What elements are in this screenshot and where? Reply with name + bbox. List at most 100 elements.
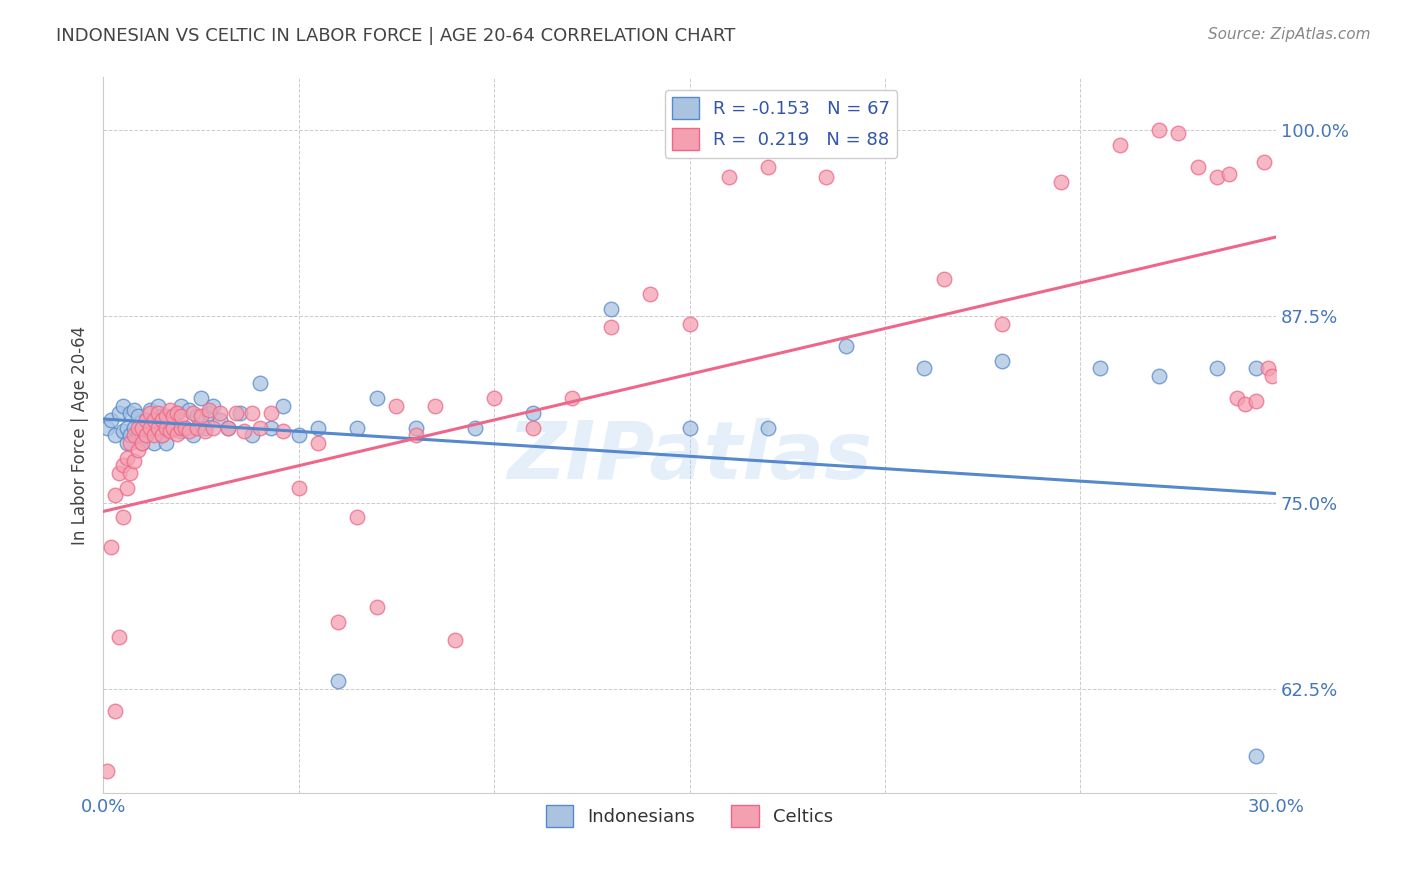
Point [150, 413, 173, 427]
Point [1257, 361, 1279, 376]
Point [124, 428, 146, 442]
Point [326, 674, 349, 689]
Point [444, 632, 467, 647]
Point [115, 450, 138, 465]
Point [1147, 368, 1170, 383]
Point [131, 435, 153, 450]
Point [135, 428, 157, 442]
Point [1246, 361, 1268, 376]
Point [260, 421, 283, 435]
Point [115, 435, 138, 450]
Point [115, 421, 138, 435]
Point [104, 488, 127, 502]
Point [225, 406, 247, 420]
Point [139, 421, 162, 435]
Point [146, 421, 169, 435]
Point [271, 399, 294, 413]
Point [1226, 391, 1249, 405]
Point [111, 399, 134, 413]
Point [307, 435, 329, 450]
Point [190, 391, 212, 405]
Point [217, 421, 239, 435]
Point [912, 361, 935, 376]
Point [1187, 160, 1209, 174]
Point [131, 421, 153, 435]
Point [209, 406, 232, 420]
Point [127, 409, 149, 423]
Point [104, 704, 127, 718]
Point [522, 421, 544, 435]
Point [146, 421, 169, 435]
Point [124, 454, 146, 468]
Point [307, 421, 329, 435]
Point [186, 409, 208, 423]
Point [174, 421, 197, 435]
Point [135, 413, 157, 427]
Point [561, 391, 583, 405]
Point [1108, 137, 1130, 152]
Point [181, 406, 204, 420]
Point [179, 403, 201, 417]
Point [127, 443, 149, 458]
Point [346, 421, 368, 435]
Point [146, 406, 169, 420]
Point [100, 413, 122, 427]
Point [385, 399, 408, 413]
Point [287, 428, 309, 442]
Point [120, 428, 142, 442]
Point [120, 435, 142, 450]
Point [162, 421, 184, 435]
Text: Source: ZipAtlas.com: Source: ZipAtlas.com [1208, 27, 1371, 42]
Point [194, 421, 217, 435]
Point [166, 406, 188, 420]
Point [150, 428, 173, 442]
Point [201, 421, 224, 435]
Point [1218, 168, 1240, 182]
Point [162, 409, 184, 423]
Point [271, 424, 294, 438]
Point [170, 399, 193, 413]
Point [179, 424, 201, 438]
Point [124, 421, 146, 435]
Point [600, 301, 623, 316]
Point [1147, 122, 1170, 136]
Point [249, 376, 271, 391]
Point [366, 391, 388, 405]
Point [135, 413, 157, 427]
Point [139, 403, 162, 417]
Point [209, 413, 232, 427]
Point [166, 426, 188, 441]
Point [249, 421, 271, 435]
Point [155, 421, 177, 435]
Point [1167, 126, 1189, 140]
Point [120, 406, 142, 420]
Point [190, 409, 212, 423]
Point [155, 435, 177, 450]
Point [159, 413, 181, 427]
Point [1050, 175, 1073, 189]
Point [1261, 368, 1284, 383]
Point [104, 428, 127, 442]
Text: ZIPatlas: ZIPatlas [508, 417, 872, 496]
Point [678, 317, 700, 331]
Point [139, 406, 162, 420]
Point [1088, 361, 1111, 376]
Point [155, 421, 177, 435]
Point [170, 409, 193, 423]
Point [107, 466, 129, 480]
Point [1233, 397, 1256, 411]
Point [464, 421, 486, 435]
Point [232, 424, 254, 438]
Point [115, 481, 138, 495]
Point [155, 409, 177, 423]
Point [142, 435, 165, 450]
Legend: Indonesians, Celtics: Indonesians, Celtics [538, 798, 841, 834]
Point [346, 510, 368, 524]
Point [111, 458, 134, 473]
Point [194, 424, 217, 438]
Point [159, 403, 181, 417]
Point [131, 435, 153, 450]
Point [150, 428, 173, 442]
Point [326, 615, 349, 629]
Point [124, 403, 146, 417]
